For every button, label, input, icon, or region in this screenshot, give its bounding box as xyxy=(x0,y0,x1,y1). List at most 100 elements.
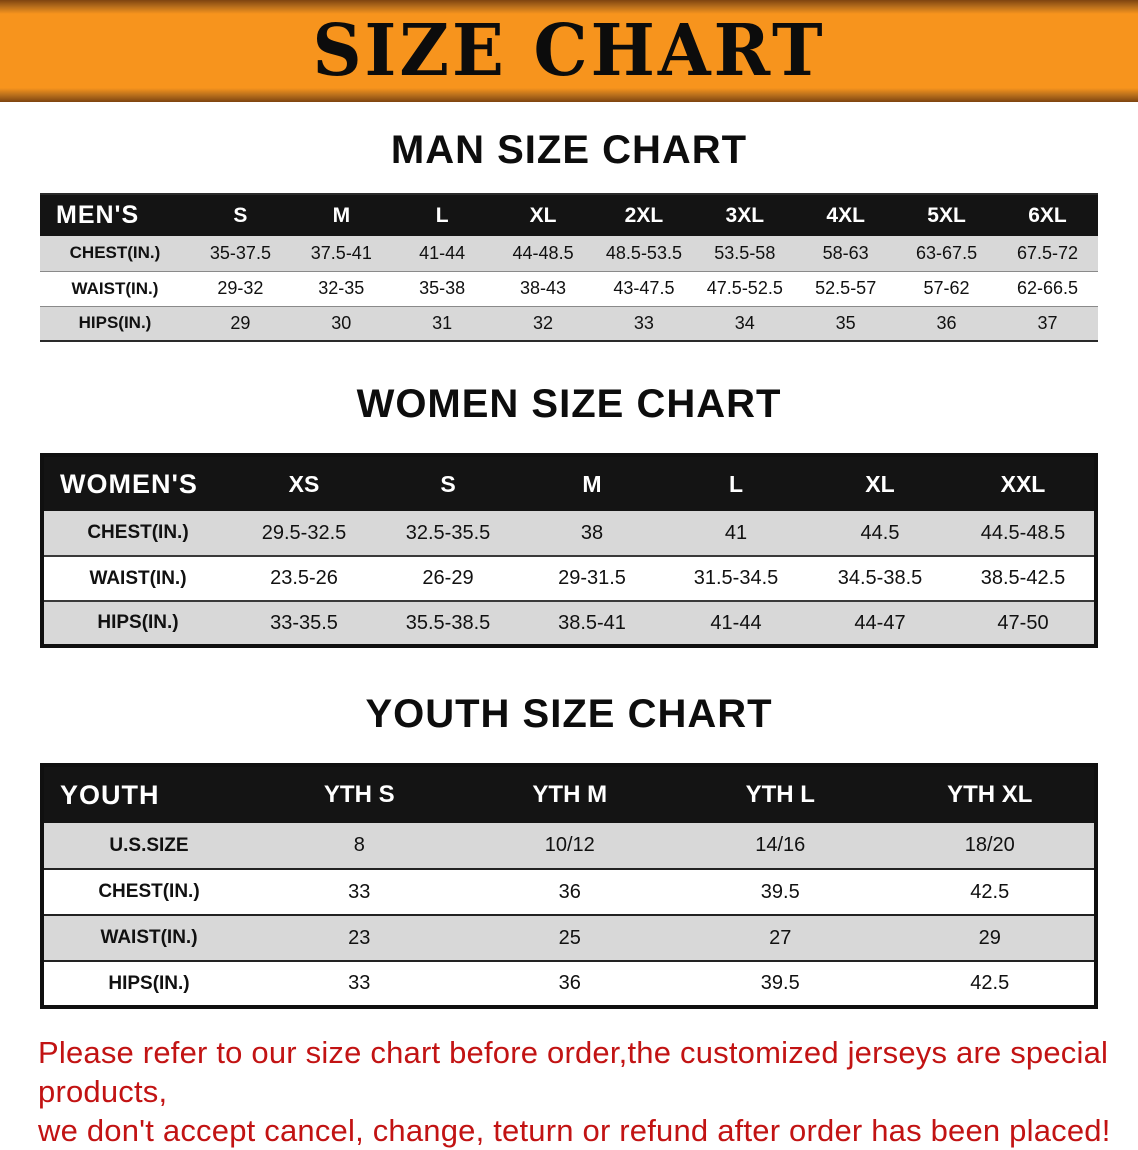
table-title-cell: MEN'S xyxy=(40,194,190,236)
row-label-cell: WAIST(IN.) xyxy=(71,278,159,298)
men-size-table: MEN'S S M L XL 2XL 3XL 4XL 5XL 6XL CHEST(IN.) 35-37… xyxy=(40,193,1098,342)
disclaimer-line-1: Please refer to our size chart before or… xyxy=(38,1035,1109,1110)
size-value-cell: 32-35 xyxy=(318,278,365,298)
size-value-cell: 29-32 xyxy=(217,278,264,298)
page-title: SIZE CHART xyxy=(312,9,826,94)
women-size-table: WOMEN'S XS S M L XL XXL CHEST(IN.) 29.5-32.5 32.5… xyxy=(40,453,1098,648)
size-value-cell: 18/20 xyxy=(964,834,1015,856)
title-banner: SIZE CHART xyxy=(0,0,1138,102)
size-value-cell: 33 xyxy=(633,312,654,333)
size-header-cell: S xyxy=(376,455,520,511)
disclaimer-line-2: we don't accept cancel, change, teturn o… xyxy=(38,1113,1111,1149)
size-header-cell: YTH M xyxy=(464,765,675,823)
size-header-cell: YTH S xyxy=(254,765,465,823)
table-row: HIPS(IN.) 33 36 39.5 42.5 xyxy=(42,961,1096,1007)
size-value-cell: 53.5-58 xyxy=(714,242,776,263)
size-value-cell: 41-44 xyxy=(710,611,762,634)
size-value-cell: 38 xyxy=(580,521,604,544)
size-value-cell: 35.5-38.5 xyxy=(405,611,491,634)
size-value-cell: 34 xyxy=(734,312,755,333)
size-value-cell: 10/12 xyxy=(544,834,595,856)
size-value-cell: 31 xyxy=(432,312,453,333)
table-header-row: WOMEN'S XS S M L XL XXL xyxy=(42,455,1096,511)
size-value-cell: 29.5-32.5 xyxy=(261,521,347,544)
size-value-cell: 33 xyxy=(348,972,371,994)
table-row: HIPS(IN.) 33-35.5 35.5-38.5 38.5-41 41-44 44-… xyxy=(42,601,1096,646)
size-header-cell: 6XL xyxy=(997,194,1098,236)
size-value-cell: 29 xyxy=(978,926,1001,949)
size-value-cell: 35 xyxy=(835,312,856,333)
size-value-cell: 44.5 xyxy=(860,521,900,544)
size-header-cell: L xyxy=(664,455,808,511)
size-value-cell: 35-38 xyxy=(419,278,466,298)
size-value-cell: 42.5 xyxy=(970,880,1010,903)
table-row: WAIST(IN.) 23.5-26 26-29 29-31.5 31.5-34.5 34… xyxy=(42,556,1096,601)
size-value-cell: 44-48.5 xyxy=(512,242,574,263)
size-value-cell: 42.5 xyxy=(970,972,1010,994)
youth-size-table: YOUTH YTH S YTH M YTH L YTH XL U.S.SIZE 8 10/12… xyxy=(40,763,1098,1009)
size-value-cell: 26-29 xyxy=(422,567,474,589)
size-header-cell: M xyxy=(520,455,664,511)
size-value-cell: 47-50 xyxy=(997,611,1049,634)
size-value-cell: 38.5-41 xyxy=(558,611,626,634)
size-value-cell: 47.5-52.5 xyxy=(706,278,783,298)
size-value-cell: 52.5-57 xyxy=(815,278,877,298)
size-value-cell: 31.5-34.5 xyxy=(693,567,779,589)
size-header-cell: YTH XL xyxy=(885,765,1096,823)
disclaimer-note: Please refer to our size chart before or… xyxy=(38,1033,1118,1150)
size-header-cell: 5XL xyxy=(896,194,997,236)
size-header-cell: XL xyxy=(492,194,594,236)
row-label-cell: HIPS(IN.) xyxy=(108,972,190,994)
row-label-cell: CHEST(IN.) xyxy=(98,881,200,902)
size-value-cell: 41 xyxy=(724,521,748,544)
size-value-cell: 37 xyxy=(1037,312,1058,333)
size-value-cell: 36 xyxy=(936,312,957,333)
size-value-cell: 43-47.5 xyxy=(613,278,675,298)
size-header-cell: S xyxy=(190,194,291,236)
table-row: CHEST(IN.) 35-37.5 37.5-41 41-44 44-48.5 48.5… xyxy=(40,236,1098,271)
size-value-cell: 38-43 xyxy=(520,278,567,298)
size-value-cell: 29 xyxy=(230,312,251,333)
row-label-cell: HIPS(IN.) xyxy=(97,612,179,633)
table-row: CHEST(IN.) 33 36 39.5 42.5 xyxy=(42,869,1096,915)
size-value-cell: 39.5 xyxy=(760,880,800,903)
size-header-cell: XXL xyxy=(952,455,1096,511)
women-section-heading: WOMEN SIZE CHART xyxy=(356,382,782,426)
size-header-cell: M xyxy=(290,194,392,236)
youth-size-section: YOUTH SIZE CHART YOUTH YTH S YTH M YTH L YTH… xyxy=(0,692,1138,1009)
youth-section-heading: YOUTH SIZE CHART xyxy=(365,692,773,736)
size-header-cell: YTH L xyxy=(675,765,886,823)
size-value-cell: 57-62 xyxy=(923,278,970,298)
size-header-cell: L xyxy=(391,194,493,236)
size-header-cell: XS xyxy=(232,455,376,511)
table-row: WAIST(IN.) 23 25 27 29 xyxy=(42,915,1096,961)
size-value-cell: 34.5-38.5 xyxy=(837,567,923,589)
size-value-cell: 14/16 xyxy=(755,834,806,856)
size-value-cell: 8 xyxy=(353,834,365,856)
size-value-cell: 41-44 xyxy=(419,242,466,263)
row-label-cell: CHEST(IN.) xyxy=(87,522,189,543)
table-title-cell: WOMEN'S xyxy=(42,455,232,511)
table-header-row: YOUTH YTH S YTH M YTH L YTH XL xyxy=(42,765,1096,823)
size-value-cell: 44-47 xyxy=(854,611,906,634)
women-size-section: WOMEN SIZE CHART WOMEN'S XS S M L XL XXL CHEST(… xyxy=(0,382,1138,648)
table-row: CHEST(IN.) 29.5-32.5 32.5-35.5 38 41 44.5 44.5… xyxy=(42,511,1096,556)
size-value-cell: 30 xyxy=(331,312,352,333)
row-label-cell: CHEST(IN.) xyxy=(69,243,161,263)
men-section-heading: MAN SIZE CHART xyxy=(390,128,748,172)
size-value-cell: 33-35.5 xyxy=(270,611,338,634)
size-value-cell: 33 xyxy=(348,880,371,903)
size-value-cell: 62-66.5 xyxy=(1016,278,1079,298)
table-row: HIPS(IN.) 29 30 31 32 33 34 35 36 37 xyxy=(40,306,1098,341)
table-title-cell: YOUTH xyxy=(42,765,254,823)
size-header-cell: XL xyxy=(808,455,952,511)
size-value-cell: 38.5-42.5 xyxy=(980,567,1066,589)
row-label-cell: U.S.SIZE xyxy=(109,834,189,856)
size-value-cell: 29-31.5 xyxy=(558,567,626,589)
size-header-cell: 2XL xyxy=(593,194,695,236)
size-value-cell: 27 xyxy=(769,926,792,949)
size-value-cell: 23 xyxy=(348,926,371,949)
size-value-cell: 39.5 xyxy=(760,972,800,994)
table-header-row: MEN'S S M L XL 2XL 3XL 4XL 5XL 6XL xyxy=(40,194,1098,236)
